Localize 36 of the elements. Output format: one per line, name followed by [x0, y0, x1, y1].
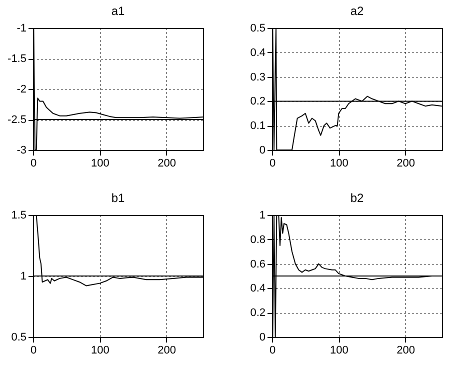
y-tick-label: -3 — [16, 144, 26, 156]
y-tick-label: 0.3 — [250, 71, 266, 84]
x-tick-label: 100 — [330, 158, 348, 170]
x-tick-label: 0 — [269, 344, 276, 356]
x-tick-label: 0 — [30, 158, 37, 170]
y-tick-label: -1 — [16, 22, 26, 34]
x-tick-label: 100 — [90, 344, 110, 356]
chart-title: b2 — [350, 191, 364, 205]
y-tick-label: 0.1 — [250, 120, 266, 132]
y-tick-label: 0.4 — [250, 46, 266, 59]
x-tick-label: 200 — [158, 344, 176, 356]
x-tick-label: 200 — [396, 158, 416, 170]
y-tick-label: 1 — [259, 210, 266, 222]
y-tick-label: -2.5 — [8, 114, 26, 126]
chart-title: a2 — [350, 4, 364, 18]
y-tick-label: 1.5 — [11, 210, 26, 222]
x-tick-label: 0 — [269, 158, 276, 170]
y-tick-label: 1 — [20, 270, 26, 282]
y-tick-label: 0 — [259, 332, 266, 344]
y-tick-label: 0.8 — [250, 234, 266, 246]
x-tick-label: 200 — [396, 344, 416, 356]
y-tick-label: -2 — [16, 84, 26, 96]
y-tick-label: 0.2 — [250, 307, 266, 320]
y-tick-label: 0.5 — [11, 332, 26, 344]
y-tick-label: 0.6 — [250, 258, 266, 270]
x-tick-label: 0 — [30, 344, 37, 356]
y-tick-label: -1.5 — [8, 53, 26, 65]
y-tick-label: 0.4 — [250, 282, 266, 295]
x-tick-label: 100 — [90, 158, 110, 170]
y-tick-label: 0 — [259, 144, 266, 156]
x-tick-label: 200 — [158, 158, 176, 170]
y-tick-label: 0.2 — [250, 96, 266, 108]
y-tick-label: 0.5 — [250, 22, 266, 34]
chart-title: b1 — [111, 191, 125, 205]
chart-title: a1 — [111, 4, 125, 18]
x-tick-label: 100 — [330, 344, 348, 356]
